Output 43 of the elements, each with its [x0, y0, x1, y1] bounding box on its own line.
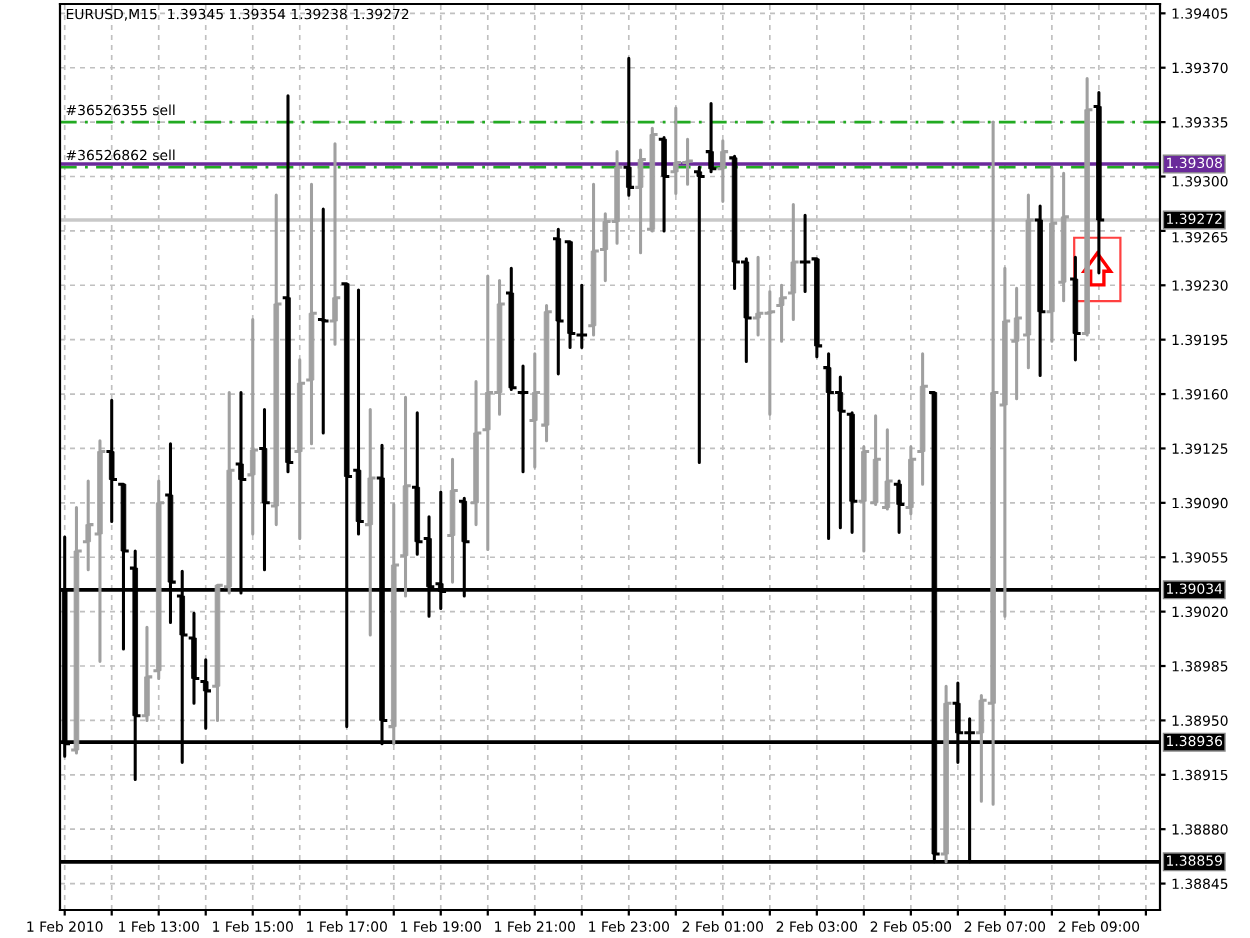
candlestick [776, 283, 787, 343]
candlestick [200, 658, 212, 730]
candlestick [317, 207, 329, 435]
candlestick [259, 408, 270, 572]
candlestick [82, 479, 94, 572]
candlestick [705, 101, 717, 174]
candlestick [1070, 255, 1081, 362]
candlestick [788, 202, 799, 321]
candlestick [400, 395, 411, 598]
candlestick [1093, 91, 1105, 275]
candlestick [94, 439, 106, 663]
candlestick [447, 457, 458, 584]
candlestick [1081, 77, 1093, 337]
candlestick [270, 193, 282, 527]
candlestick [294, 358, 306, 541]
candlestick [717, 139, 729, 203]
candlestick [188, 611, 200, 705]
candlestick [71, 505, 82, 755]
candlestick [694, 165, 705, 464]
candlestick [811, 257, 823, 359]
candlestick [106, 398, 117, 524]
candlestick [282, 94, 294, 474]
candlestick [917, 352, 928, 486]
candlestick [882, 428, 893, 511]
candlestick [388, 502, 400, 746]
candlestick [799, 213, 811, 294]
candlestick [893, 479, 905, 534]
candlestick [940, 684, 952, 864]
candlestick [541, 303, 552, 443]
candlestick [247, 317, 259, 536]
candlestick [658, 136, 670, 233]
candlestick [623, 56, 635, 197]
candlestick [329, 142, 341, 346]
candlestick [141, 625, 153, 722]
candlestick [306, 182, 317, 446]
candlestick [1034, 204, 1046, 377]
candlestick [505, 266, 517, 391]
candlestick [529, 352, 541, 469]
candlestick [364, 408, 376, 637]
candlestick [153, 479, 165, 680]
candlestick [470, 380, 482, 527]
candlestick [905, 445, 917, 516]
candlestick [846, 411, 858, 534]
